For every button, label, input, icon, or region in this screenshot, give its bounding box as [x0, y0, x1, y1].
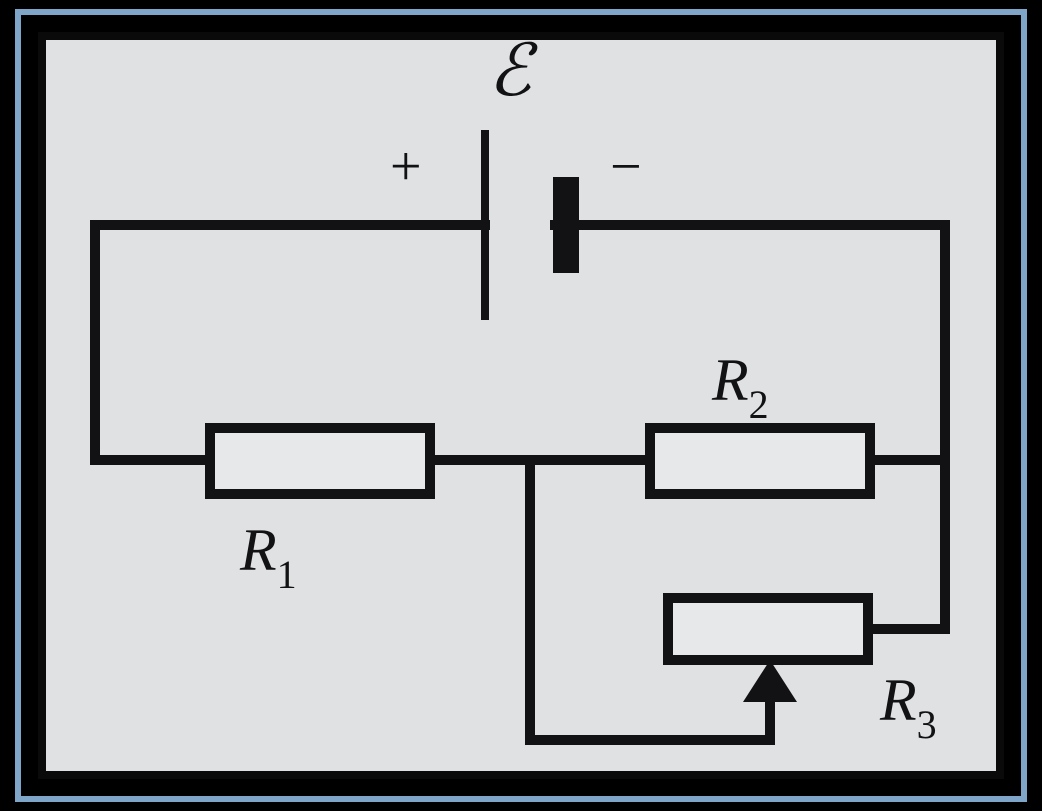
plus-label: +	[390, 136, 422, 198]
battery-short-plate	[553, 177, 579, 273]
circuit-canvas: ℰ+−R1R2R3	[0, 0, 1042, 811]
minus-label: −	[610, 136, 642, 198]
resistor-r2	[650, 428, 870, 494]
resistor-r1	[210, 428, 430, 494]
resistor-r3	[668, 598, 868, 660]
emf-label: ℰ	[488, 31, 538, 111]
